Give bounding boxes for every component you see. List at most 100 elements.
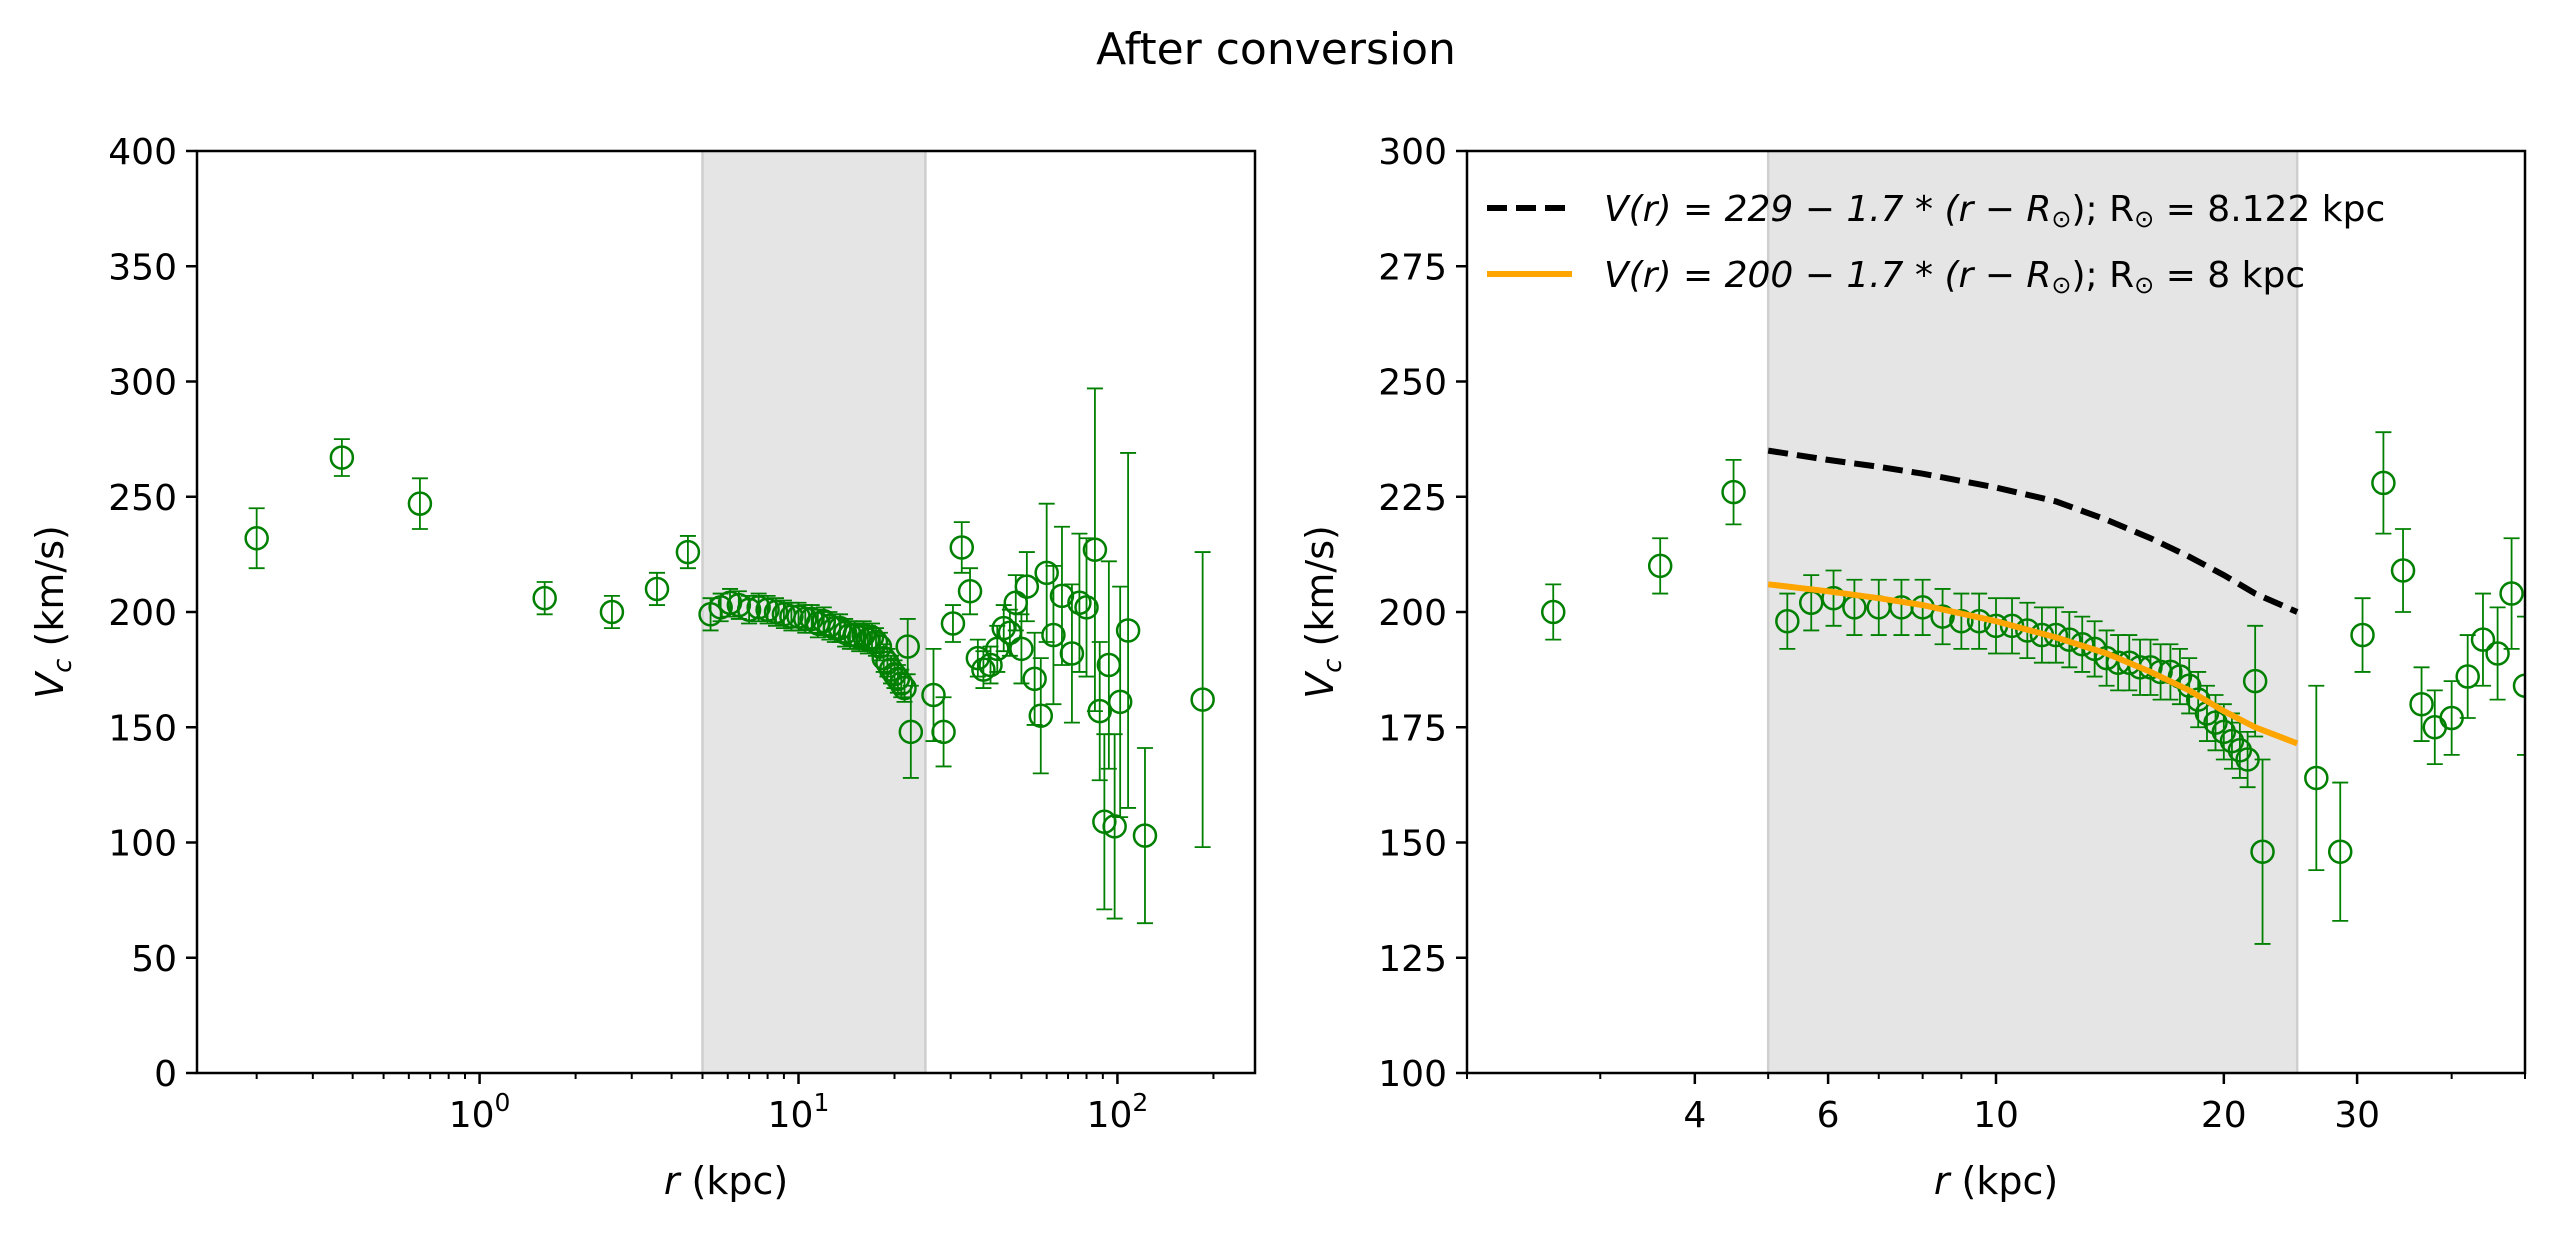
marker-circle <box>407 491 433 516</box>
left-data-point <box>1059 583 1085 724</box>
left-y-tick-label: 200 <box>108 593 177 634</box>
left-data-point <box>965 638 991 678</box>
marker-circle <box>892 675 917 701</box>
marker-circle <box>2327 839 2353 864</box>
marker-circle <box>940 611 966 636</box>
marker-circle <box>1132 823 1158 848</box>
left-data-point <box>599 594 625 630</box>
marker-circle <box>1107 689 1133 715</box>
marker-circle <box>1049 583 1075 609</box>
left-data-point <box>957 567 983 616</box>
marker-circle <box>1949 608 1974 634</box>
right-data-point <box>2470 592 2496 687</box>
left-data-point <box>940 604 966 643</box>
marker-circle <box>675 539 701 565</box>
right-data-point <box>2512 615 2525 756</box>
right-data-point <box>1775 592 1800 650</box>
right-data-point <box>2485 606 2510 701</box>
right-x-tick-label: 20 <box>2201 1095 2247 1136</box>
left-data-point <box>1115 452 1141 809</box>
left-data-point <box>895 618 920 676</box>
left-data-point <box>991 604 1016 653</box>
marker-circle <box>1034 560 1059 586</box>
marker-circle <box>1067 590 1092 616</box>
marker-circle <box>1647 553 1673 579</box>
right-x-tick-label: 30 <box>2334 1095 2380 1136</box>
right-x-ticks: 4 6 10 20 30 <box>1466 1073 2526 1136</box>
marker-circle <box>2371 470 2396 496</box>
right-y-tick-label: 225 <box>1378 478 1447 519</box>
model-line-solid <box>1767 581 2299 747</box>
right-data-point <box>1949 592 1974 650</box>
marker-circle <box>1014 574 1040 599</box>
left-data-point <box>329 438 355 477</box>
left-data-point <box>1132 747 1158 925</box>
right-model-lines <box>1767 447 2299 747</box>
marker-circle <box>779 604 804 629</box>
left-x-tick-label: 101 <box>768 1088 830 1136</box>
marker-circle <box>1190 687 1215 712</box>
left-y-tick-label: 400 <box>108 132 177 173</box>
right-x-tick-label: 4 <box>1683 1095 1706 1136</box>
marker-circle <box>329 445 355 470</box>
right-y-tick-label: 200 <box>1378 593 1447 634</box>
marker-circle <box>736 597 762 622</box>
marker-circle <box>931 719 956 745</box>
left-data-point <box>1190 551 1215 849</box>
left-data-point <box>675 535 701 570</box>
right-data-point <box>2327 781 2353 922</box>
left-data-point <box>1022 631 1047 726</box>
right-data-point <box>1930 588 1955 646</box>
marker-circle <box>991 615 1016 641</box>
marker-circle <box>532 585 557 611</box>
marker-circle <box>1074 595 1099 620</box>
marker-circle <box>2211 719 2237 745</box>
marker-circle <box>978 652 1003 678</box>
marker-circle <box>921 682 946 708</box>
right-data-point <box>1647 537 1673 595</box>
legend-label-1: V(r) = 200 − 1.7 * (r − R⊙); R⊙ = 8 kpc <box>1604 255 2305 299</box>
right-y-tick-label: 100 <box>1378 1054 1447 1095</box>
marker-circle <box>244 525 269 551</box>
marker-circle <box>644 576 670 602</box>
left-x-tick-label: 102 <box>1087 1088 1149 1136</box>
left-x-ticks: 100 101 102 <box>255 1073 1215 1136</box>
left-data-point <box>1034 502 1059 643</box>
marker-circle <box>895 634 920 659</box>
left-data-point <box>407 477 433 530</box>
left-data-point <box>1096 560 1122 770</box>
right-x-axis-label: r (kpc) <box>1934 1159 2058 1203</box>
left-data-point <box>1107 585 1133 819</box>
figure-title: After conversion <box>1096 24 1456 75</box>
marker-circle <box>971 657 996 682</box>
left-data-point <box>1087 641 1112 782</box>
left-y-tick-label: 150 <box>108 708 177 749</box>
right-data-point <box>1540 583 1566 641</box>
right-data-point <box>1721 458 1746 526</box>
right-y-tick-label: 175 <box>1378 708 1447 749</box>
right-data-point <box>2390 528 2416 613</box>
marker-circle <box>2455 664 2480 689</box>
marker-circle <box>1102 814 1127 839</box>
marker-circle <box>1059 641 1085 666</box>
marker-circle <box>1082 537 1108 563</box>
left-y-tick-label: 250 <box>108 478 177 519</box>
left-data-point <box>898 684 924 779</box>
right-data-point <box>2250 758 2275 945</box>
marker-circle <box>2350 622 2375 648</box>
left-y-ticks: 0 50 100 150 200 250 300 350 400 <box>108 132 197 1095</box>
right-data-point <box>2439 680 2464 756</box>
marker-circle <box>859 625 885 650</box>
left-x-tick-label: 100 <box>449 1088 511 1136</box>
marker-circle <box>2242 668 2268 694</box>
right-data-point <box>1821 569 1846 627</box>
left-x-axis-label: r (kpc) <box>664 1159 788 1203</box>
marker-circle <box>2409 691 2434 717</box>
left-panel: 0 50 100 150 200 250 300 350 400 100 101 102 r (kp… <box>28 132 1257 1203</box>
left-data-point <box>931 696 956 768</box>
marker-circle <box>2250 839 2275 864</box>
right-data-point <box>2499 537 2524 650</box>
left-data-point <box>244 507 269 570</box>
